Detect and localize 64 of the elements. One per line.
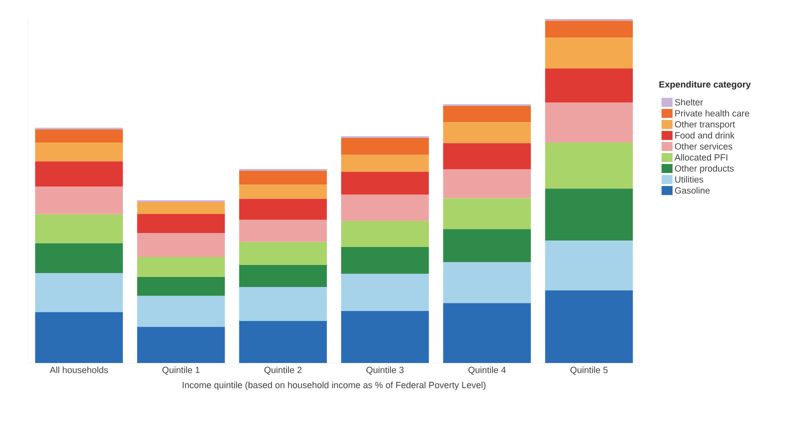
bar [443,303,531,363]
bar [341,172,429,195]
bar [35,273,123,312]
bar [239,220,327,242]
x-tick-label: Quintile 2 [264,366,302,375]
bar [239,184,327,199]
bar [341,138,429,155]
bar [137,296,225,327]
bar [239,198,327,220]
legend-label: Allocated PFI [674,154,728,161]
x-axis-title: Income quintile (based on household income as % of Federal Poverty Level) [182,382,486,390]
bar [35,243,123,274]
legend-label: Shelter [674,98,703,106]
bar [239,264,327,287]
bar [341,274,429,312]
bar [545,68,633,103]
bar [443,229,531,262]
bar [239,321,327,363]
x-tick-label: Quintile 4 [468,366,506,375]
legend-label: Utilities [675,176,704,183]
bar [545,142,633,189]
bar [341,247,429,274]
legend-title: Expenditure category [659,80,751,90]
bar [137,202,225,214]
bar [443,122,531,144]
x-tick-label: Quintile 5 [570,366,608,375]
x-tick-label: Quintile 3 [366,366,404,375]
legend-label: Other services [674,142,732,150]
bar [239,286,327,322]
bar [35,129,123,142]
bar [545,38,633,69]
legend-label: Other transport [674,120,735,130]
bar [35,161,123,187]
bar [35,142,123,162]
bar [545,188,633,241]
bar [137,257,225,277]
bar [137,232,225,258]
legend-label: Gasoline [675,187,710,194]
bar [239,170,327,185]
bar [341,154,429,172]
legend-label: Food and drink [675,132,735,139]
bar [341,194,429,221]
bar [35,214,123,244]
bar [341,311,429,363]
bar [443,169,531,198]
bar [443,262,531,304]
bar [443,143,531,170]
bar [545,290,633,363]
bar [137,276,225,296]
bar [137,214,225,233]
legend-label: Private health care [675,110,750,117]
bar [35,186,123,214]
x-tick-label: Quintile 1 [162,366,200,375]
bar [35,312,123,363]
x-tick-label: All households [50,366,108,374]
bar [545,102,633,142]
bar [239,242,327,265]
bar [443,198,531,230]
legend-label: Other products [674,164,734,174]
bar [443,106,531,122]
bar [137,326,225,363]
bar [545,20,633,38]
bar [341,220,429,248]
bar [545,240,633,290]
